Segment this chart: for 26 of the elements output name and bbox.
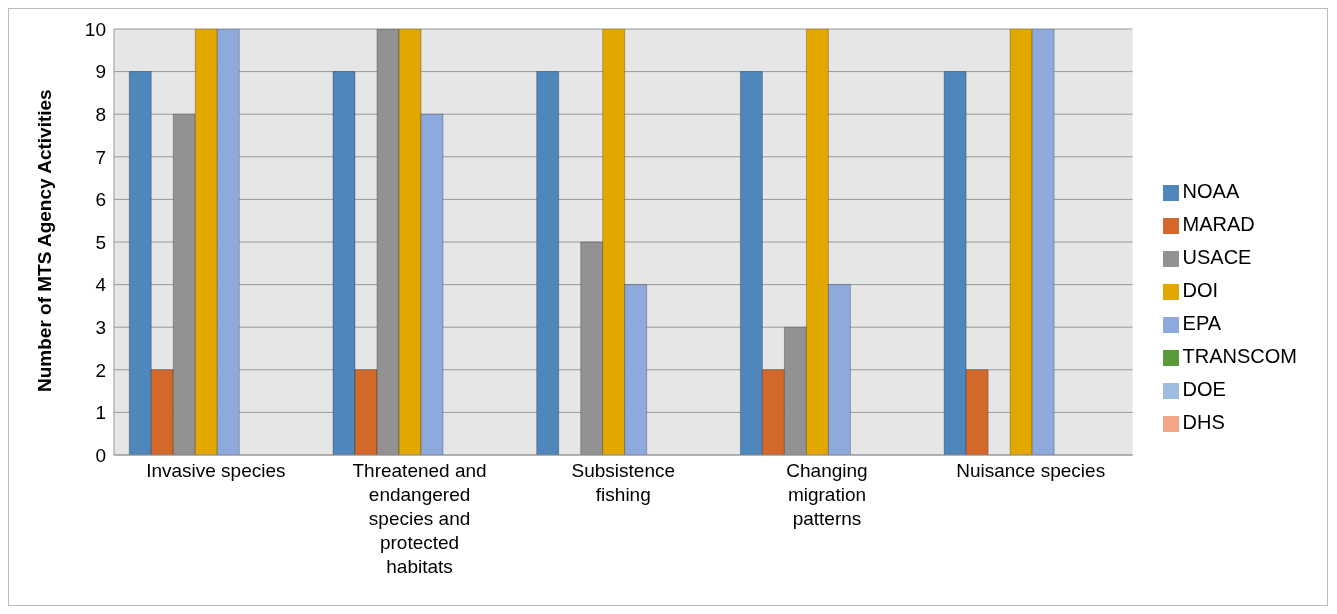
x-tick-label: Subsistence fishing [571, 460, 676, 505]
y-tick-label: 9 [95, 61, 106, 83]
legend-label: EPA [1182, 312, 1222, 334]
legend-label: NOAA [1182, 180, 1240, 202]
legend-label: USACE [1182, 246, 1252, 268]
legend-label: DOE [1182, 378, 1226, 400]
legend-label: DOI [1182, 279, 1219, 301]
y-tick-label: 3 [95, 316, 106, 338]
legend-label: TRANSCOM [1182, 345, 1297, 367]
x-tick-label: Nuisance species [956, 460, 1106, 481]
legend-label: DHS [1182, 411, 1225, 433]
y-tick-label: 10 [84, 18, 106, 40]
y-tick-label: 0 [95, 444, 106, 466]
y-tick-label: 6 [95, 189, 106, 211]
y-tick-label: 4 [95, 274, 107, 296]
bar [536, 71, 560, 455]
legend-label: MARAD [1182, 213, 1255, 235]
x-tick-label: Changing migration patterns [786, 460, 868, 529]
y-tick-label: 5 [95, 231, 106, 253]
y-axis-title: Number of MTS Agency Activities [33, 89, 55, 392]
y-tick-label: 7 [95, 146, 106, 168]
y-tick-label: 2 [95, 359, 106, 381]
x-tick-label: Threatened and endangered species and protected habitats [352, 460, 487, 577]
y-tick-label: 1 [95, 402, 106, 424]
x-tick-label: Invasive species [146, 460, 286, 481]
y-tick-label: 8 [95, 103, 106, 125]
